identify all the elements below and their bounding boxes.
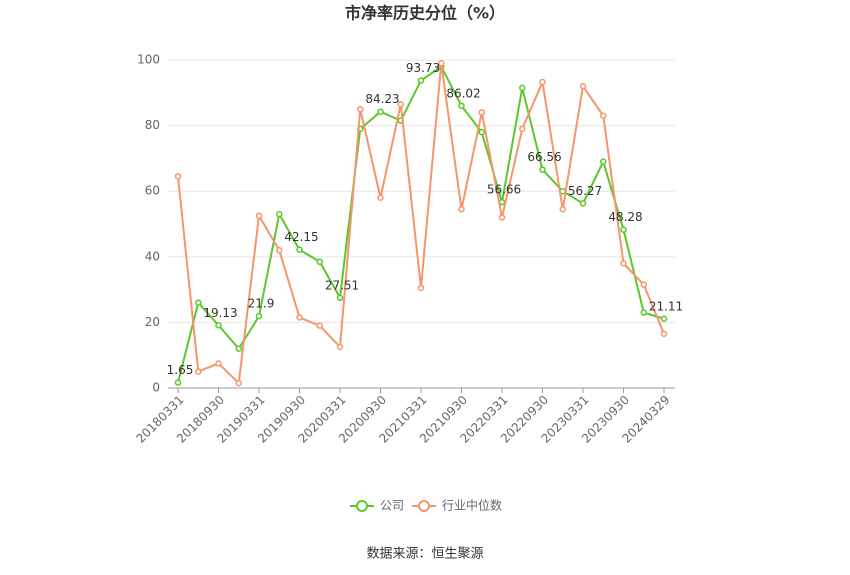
data-point xyxy=(276,246,283,254)
data-point xyxy=(600,112,607,120)
data-point xyxy=(357,105,364,113)
data-point xyxy=(660,330,668,338)
data-point xyxy=(660,315,668,323)
data-point xyxy=(559,205,566,213)
data-label: 93.73 xyxy=(406,61,440,75)
data-label: 42.15 xyxy=(284,230,318,244)
data-point xyxy=(336,294,344,302)
data-point xyxy=(417,77,425,84)
data-point xyxy=(579,82,587,90)
data-label: 66.56 xyxy=(527,150,561,164)
data-point xyxy=(640,281,647,288)
data-point xyxy=(417,284,425,292)
data-label: 21.11 xyxy=(649,299,683,313)
data-point xyxy=(458,102,465,110)
data-label: 21.9 xyxy=(248,297,275,311)
data-point xyxy=(519,125,526,133)
y-tick-label: 80 xyxy=(145,118,160,132)
data-label: 56.66 xyxy=(487,183,521,197)
data-point xyxy=(579,200,587,207)
source-note: 数据来源：恒生聚源 xyxy=(366,547,483,562)
y-tick-label: 0 xyxy=(152,381,160,395)
data-point xyxy=(336,343,344,351)
data-point xyxy=(255,312,263,320)
chart-title: 市净率历史分位（%） xyxy=(345,4,505,23)
y-tick-label: 40 xyxy=(145,249,160,263)
data-point xyxy=(519,84,526,92)
legend-marker xyxy=(356,500,368,512)
data-point xyxy=(377,108,384,115)
data-point xyxy=(539,166,546,173)
y-tick-label: 60 xyxy=(145,184,160,198)
data-point xyxy=(174,173,182,180)
data-label: 48.28 xyxy=(608,210,642,224)
legend-label: 公司 xyxy=(380,499,404,513)
data-point xyxy=(478,128,485,136)
data-point xyxy=(397,101,404,108)
data-point xyxy=(255,212,263,220)
data-point xyxy=(458,205,465,213)
legend-label: 行业中位数 xyxy=(442,498,502,513)
legend-marker xyxy=(418,500,430,512)
data-point xyxy=(235,379,242,387)
data-point xyxy=(620,226,627,233)
data-point xyxy=(195,299,202,306)
data-point xyxy=(539,78,546,86)
data-point xyxy=(215,322,222,329)
data-point xyxy=(215,360,222,367)
data-point xyxy=(195,368,202,375)
data-point xyxy=(316,258,323,265)
data-point xyxy=(620,260,627,267)
data-point xyxy=(640,309,647,316)
data-point xyxy=(498,214,506,221)
data-label: 84.23 xyxy=(365,92,399,106)
data-label: 86.02 xyxy=(446,86,480,100)
data-point xyxy=(600,158,607,165)
data-point xyxy=(478,109,485,116)
data-point xyxy=(438,60,445,67)
data-label: 1.65 xyxy=(167,363,194,377)
y-tick-label: 20 xyxy=(145,315,160,329)
data-point xyxy=(174,379,182,386)
data-label: 56.27 xyxy=(568,184,602,198)
data-point xyxy=(316,322,323,329)
series-line xyxy=(177,65,665,383)
data-point xyxy=(296,246,303,253)
data-point xyxy=(296,314,303,321)
data-label: 19.13 xyxy=(203,306,237,320)
data-point xyxy=(235,345,242,352)
y-tick-label: 100 xyxy=(137,53,160,67)
data-point xyxy=(377,194,384,202)
data-label: 27.51 xyxy=(325,278,359,292)
data-point xyxy=(276,210,283,218)
series-line xyxy=(177,63,665,386)
